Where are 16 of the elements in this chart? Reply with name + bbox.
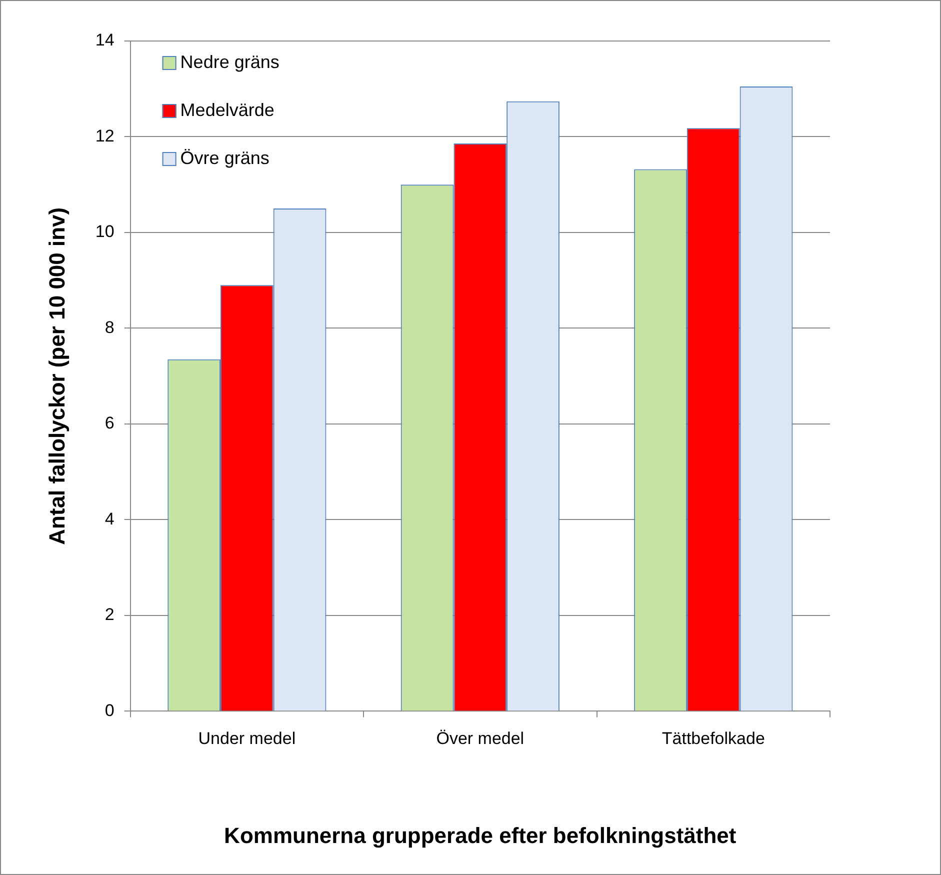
y-tick-label: 12 (95, 126, 114, 146)
legend-label: Övre gräns (180, 148, 270, 168)
legend-label: Medelvärde (180, 100, 274, 120)
y-tick-label: 2 (104, 605, 114, 624)
y-tick-label: 4 (104, 509, 114, 528)
y-tick-label: 0 (104, 700, 114, 720)
y-tick-label: 10 (95, 222, 114, 242)
x-tick-label: Tättbefolkade (662, 729, 765, 748)
y-axis-title: Antal fallolyckor (per 10 000 inv) (44, 207, 70, 545)
legend-label: Nedre gräns (180, 52, 280, 72)
x-tick-label: Under medel (198, 729, 296, 748)
x-tick-label: Över medel (436, 729, 524, 748)
x-axis-title: Kommunerna grupperade efter befolkningstäthet (224, 822, 737, 848)
y-tick-label: 14 (95, 30, 114, 50)
y-tick-label: 8 (104, 318, 114, 337)
y-tick-label: 6 (104, 414, 114, 433)
